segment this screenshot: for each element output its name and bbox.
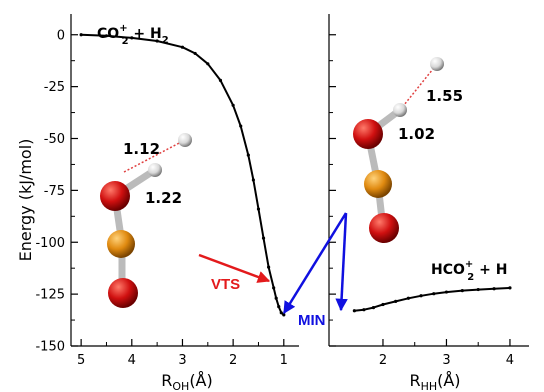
min-label: MIN [298,312,326,329]
axis-ticks: 0 -25 -50 -75 -100 -125 -150 5 4 3 2 1 2 3 4 [35,28,514,368]
y-tick-label: -150 [35,340,65,355]
panel-0-data-point [246,153,250,157]
panel-0-data-point [206,62,210,66]
reactants-label: CO+ 2 + H2 [97,23,169,47]
panel-0-x-tick-label: 2 [229,353,237,368]
panel-0-data-point [272,286,276,290]
panel-0-data-point [267,265,271,269]
panel-0-x-tick-label: 5 [77,353,85,368]
panel-1-data-point [381,302,385,307]
min-arrow-left [282,212,348,315]
panel-0-data-point [239,124,243,128]
panel-0-data-point [218,78,223,82]
right-bond-oh-label: 1.02 [398,125,435,143]
y-tick-label: -25 [44,80,65,95]
panel-1-x-tick-label: 4 [506,353,514,368]
left-hydrogen-inner [148,163,162,177]
panel-0-data-point [130,36,134,40]
panel-0-data-point [155,39,159,43]
vts-arrow [198,253,271,283]
left-hydrogen-outer [178,133,192,147]
x-axis-title-left: ROH(Å) [161,371,213,392]
products-label: HCO+ 2 + H [431,259,507,283]
panel-0-data-point [282,313,286,317]
panel-1-data-point [419,294,423,298]
panel-1-x-tick-label: 3 [442,353,450,368]
left-carbon [107,230,135,258]
y-tick-label: -75 [44,184,65,199]
vts-label: VTS [211,276,240,293]
panel-1-data-point [476,287,480,292]
right-hydrogen-outer [430,57,444,71]
panel-0-data-point [251,178,255,182]
panel-0-data-point [277,304,281,309]
panel-1-data-point [432,292,436,296]
panel-0-x-tick-label: 4 [128,353,136,368]
right-carbon [364,170,392,198]
panel-1-x-tick-label: 2 [379,353,387,368]
panel-1-data-point [492,287,496,291]
panel-1-data-point [362,308,366,312]
panel-0-x-tick-label: 3 [178,353,186,368]
right-partial-bond [399,63,438,111]
right-molecule [353,57,444,243]
panel-0-series-line [81,33,285,316]
left-molecule [100,133,192,308]
x-axis-title-right: RHH(Å) [409,371,460,392]
left-bond-oh-label: 1.22 [145,189,182,207]
panel-0-data-point [193,51,197,56]
panel-0-x-tick-label: 1 [280,353,288,368]
panel-1-data-point [508,286,512,290]
panel-1-data-point [460,288,464,293]
right-oxygen-top [353,119,383,149]
panel-1-data-point [444,290,449,294]
y-axis-title: Energy (kJ/mol) [16,139,35,262]
panel-0-data-point [231,103,235,107]
data-curves [79,33,512,317]
panel-0-data-point [261,236,266,240]
right-hydrogen-inner [393,103,407,117]
panel-1-data-point [371,306,376,310]
left-oxygen-top [100,181,130,211]
panel-0-data-point [256,207,261,211]
left-oxygen-bottom [108,278,138,308]
panel-0-data-point [79,33,83,37]
right-bond-hh-label: 1.55 [426,87,463,105]
y-tick-label: -50 [44,132,65,147]
panel-0-data-point [180,45,185,49]
panel-0-data-point [104,34,109,38]
left-bond-hh-label: 1.12 [123,140,160,158]
min-arrow-right [335,212,348,312]
panel-0-data-point [279,311,283,315]
panel-1-data-point [394,299,398,303]
panel-1-data-point [406,296,410,300]
y-tick-label: -125 [35,288,65,303]
y-tick-label: -100 [35,236,65,251]
panel-1-series-line [354,286,511,312]
left-partial-bond [123,139,186,173]
axes-frames [70,14,529,347]
y-tick-label: 0 [57,28,65,43]
panel-1-data-point [352,309,356,313]
right-oxygen-bottom [369,213,399,243]
panel-0-data-point [274,296,278,300]
